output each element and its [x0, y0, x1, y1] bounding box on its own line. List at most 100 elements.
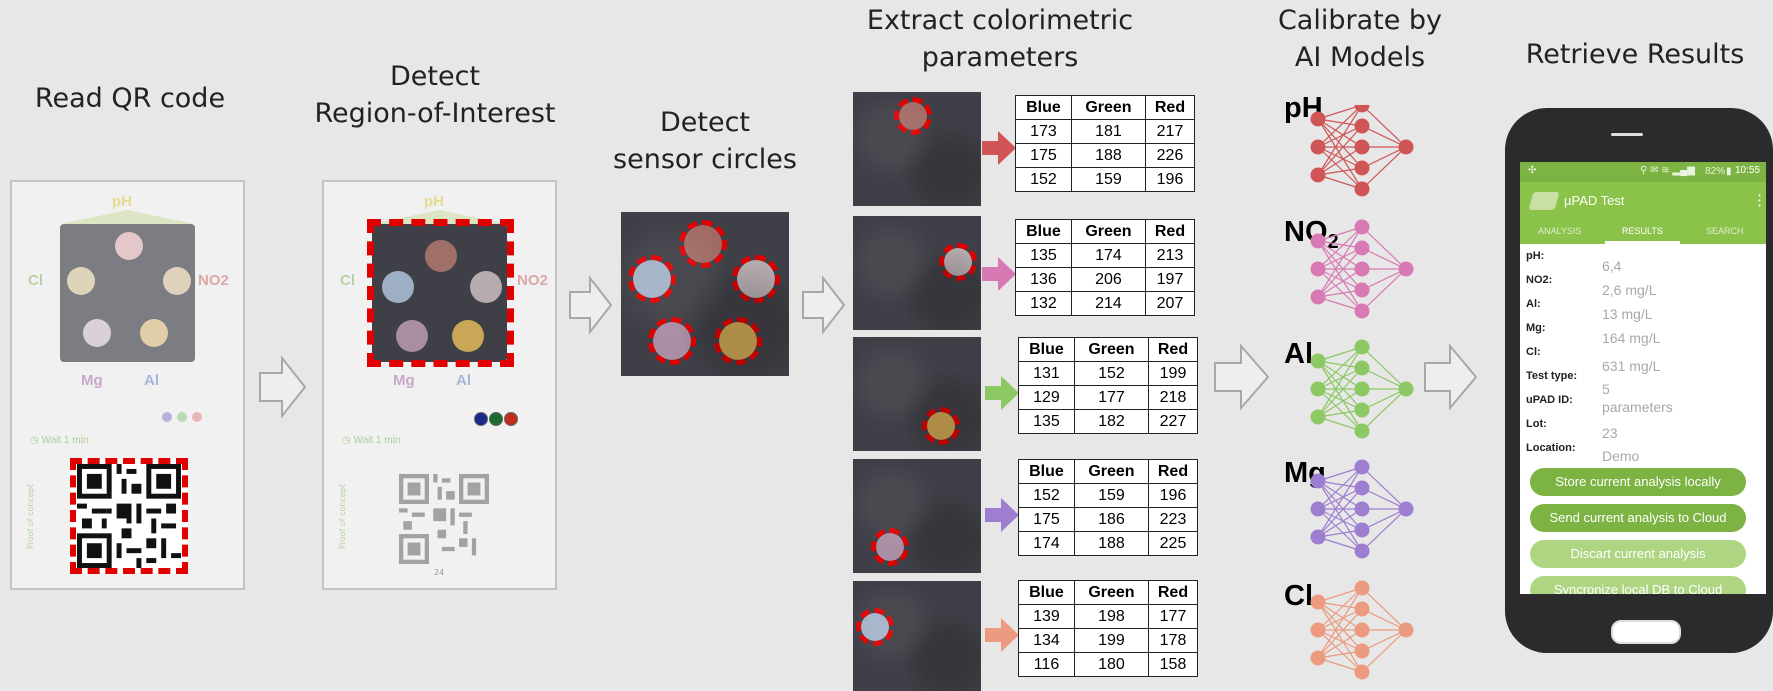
status-bar: ✣ ⚲ ✉ ≋ ▂▄▆ 82% ▮ 10:55	[1520, 162, 1766, 182]
nn-edge	[1317, 268, 1363, 291]
result-value: parameters	[1602, 399, 1673, 415]
neural-network-no2	[1310, 219, 1414, 319]
rgb-table-no2: Blue Green Red 135 174 213 136 206 197 132 214 2…	[1015, 219, 1195, 316]
result-key: Cl:	[1526, 346, 1541, 358]
cropped-sensor-mg	[853, 459, 981, 573]
table-header-row: Blue Green Red	[1018, 337, 1198, 362]
cell: 129	[1018, 385, 1075, 410]
sync-db-button[interactable]: Syncronize local DB to Cloud	[1530, 576, 1746, 594]
nn-edge	[1317, 360, 1363, 411]
nn-node	[1354, 423, 1370, 439]
sensor-ph	[115, 232, 143, 260]
sensor-no2	[163, 267, 191, 295]
nn-edge	[1317, 367, 1363, 390]
cell: 206	[1070, 267, 1147, 292]
nn-node	[1354, 402, 1370, 418]
table-row: 152 159 196	[1018, 483, 1198, 508]
sensor-cl	[633, 260, 671, 298]
nn-edge	[1317, 360, 1363, 432]
result-key: Mg:	[1526, 322, 1546, 334]
cell: 225	[1148, 531, 1198, 556]
neural-networks	[1310, 105, 1414, 680]
table-row: 135 174 213	[1015, 243, 1195, 268]
home-button[interactable]	[1611, 620, 1681, 644]
nn-node	[1310, 594, 1326, 610]
nn-node	[1398, 139, 1414, 155]
step-title-extract: Extract colorimetric parameters	[840, 2, 1160, 76]
nn-edge	[1317, 480, 1363, 552]
table-row: 134 199 178	[1018, 628, 1198, 653]
nn-edge	[1317, 480, 1363, 531]
result-value: 631 mg/L	[1602, 358, 1661, 374]
sensor-ph	[684, 225, 722, 263]
card-label-no2: NO2	[198, 272, 229, 289]
nn-node	[1354, 480, 1370, 496]
nn-node	[1354, 139, 1370, 155]
cell: 213	[1145, 243, 1195, 268]
nn-edge	[1317, 587, 1363, 659]
nn-edge	[1317, 388, 1363, 411]
sensor-al	[927, 412, 955, 440]
flow-arrow-1	[259, 355, 307, 419]
nn-edge	[1317, 146, 1363, 190]
result-key: Location:	[1526, 442, 1576, 454]
clock-icon: ◷	[30, 435, 39, 446]
cell: 152	[1015, 167, 1072, 192]
nn-edge	[1317, 388, 1363, 418]
ref-dot-red	[504, 412, 518, 426]
sensor-al	[140, 319, 168, 347]
store-locally-button[interactable]: Store current analysis locally	[1530, 468, 1746, 496]
nn-edge	[1317, 226, 1363, 270]
cell: 159	[1073, 483, 1150, 508]
cell: 152	[1073, 361, 1150, 386]
detection-ring-cl	[628, 255, 676, 303]
nn-edge	[1317, 629, 1363, 659]
result-key: NO2:	[1526, 274, 1553, 286]
cell: 217	[1145, 119, 1195, 144]
cell: 159	[1070, 167, 1147, 192]
discard-analysis-button[interactable]: Discart current analysis	[1530, 540, 1746, 568]
nn-edge	[1317, 466, 1363, 482]
card-label-al: Al	[144, 372, 159, 389]
tab-analysis[interactable]: ANALYSIS	[1538, 226, 1582, 236]
nn-node	[1354, 459, 1370, 475]
nn-edge	[1317, 360, 1363, 390]
step-title-calibrate: Calibrate by AI Models	[1240, 2, 1480, 76]
send-to-cloud-button[interactable]: Send current analysis to Cloud	[1530, 504, 1746, 532]
wait-label: ◷ Wait 1 min	[30, 435, 88, 446]
result-key: uPAD ID:	[1526, 394, 1573, 406]
step-title-detect-roi-line2: Region-of-Interest	[314, 98, 556, 129]
nn-edge	[1317, 247, 1363, 298]
flow-arrow-5	[1424, 343, 1478, 411]
qr-caption: 24	[434, 568, 445, 577]
tab-results[interactable]: RESULTS	[1622, 226, 1663, 236]
detection-ring-mg	[871, 528, 909, 566]
nn-edge	[1317, 629, 1363, 673]
overflow-menu-icon[interactable]: ⋮	[1752, 192, 1766, 209]
detection-ring-al	[714, 317, 762, 365]
nn-edge	[1317, 601, 1363, 631]
step-title-extract-line1: Extract colorimetric	[866, 5, 1134, 36]
qr-detection-frame	[70, 458, 188, 574]
cell: 135	[1018, 409, 1075, 434]
ref-dot-green	[177, 412, 187, 422]
nn-node	[1310, 381, 1326, 397]
cell: 199	[1073, 628, 1150, 653]
rgb-table-mg: Blue Green Red 152 159 196 175 186 223 174 188 2…	[1018, 459, 1198, 556]
nn-edge	[1317, 480, 1363, 510]
cell: 199	[1148, 361, 1198, 386]
nn-node	[1354, 240, 1370, 256]
nn-edge	[1361, 268, 1407, 312]
table-header-row: Blue Green Red	[1018, 580, 1198, 605]
table-row: 174 188 225	[1018, 531, 1198, 556]
cropped-sensor-cl	[853, 581, 981, 691]
cell: 196	[1145, 167, 1195, 192]
nn-node	[1354, 282, 1370, 298]
header-red: Red	[1145, 95, 1195, 120]
cell: 226	[1145, 143, 1195, 168]
result-key: Lot:	[1526, 418, 1547, 430]
header-blue: Blue	[1018, 580, 1075, 605]
tab-search[interactable]: SEARCH	[1706, 226, 1744, 236]
nn-edge	[1317, 416, 1363, 432]
model-name: Cl	[1284, 580, 1313, 612]
